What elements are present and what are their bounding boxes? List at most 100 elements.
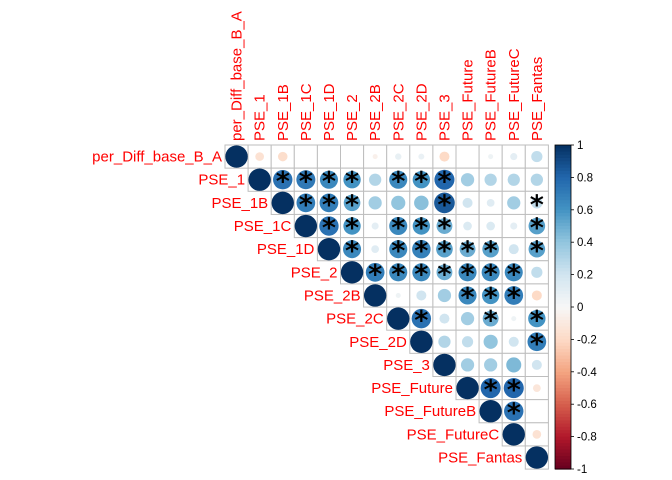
colorbar-tick-label: -0.6 bbox=[577, 399, 597, 411]
grid-cell bbox=[455, 144, 480, 169]
colorbar-segment bbox=[555, 426, 571, 431]
correlation-circle bbox=[456, 376, 479, 400]
column-labels: per_Diff_base_B_A PSE_1 PSE_1B PSE_1C PSE_1D… bbox=[229, 11, 546, 141]
colorbar-segment bbox=[555, 193, 571, 198]
significance-star: * bbox=[484, 375, 498, 406]
correlation-circle bbox=[482, 310, 499, 327]
significance-star: * bbox=[437, 167, 451, 198]
colorbar-segment bbox=[555, 310, 571, 315]
correlation-circle bbox=[508, 244, 519, 255]
correlation-circle bbox=[368, 196, 382, 210]
correlation-circle bbox=[483, 334, 498, 349]
colorbar-segment bbox=[555, 251, 571, 256]
correlation-circle bbox=[481, 263, 500, 282]
correlation-circle bbox=[507, 173, 520, 186]
colorbar-tick-label: -0.4 bbox=[577, 367, 597, 379]
colorbar-segment bbox=[555, 170, 571, 175]
significance-star: * bbox=[345, 213, 359, 244]
column-label: PSE_1C bbox=[298, 83, 315, 141]
significance-star: * bbox=[368, 259, 382, 290]
colorbar-segment bbox=[555, 229, 571, 234]
correlation-circle bbox=[532, 384, 541, 392]
correlation-circle bbox=[480, 378, 501, 399]
correlation-circle bbox=[532, 430, 542, 439]
colorbar-tick-label: 0.6 bbox=[577, 205, 593, 217]
correlation-circle bbox=[436, 240, 453, 258]
correlation-circle bbox=[531, 197, 543, 209]
significance-star: * bbox=[391, 259, 405, 290]
correlation-circle bbox=[416, 290, 427, 301]
correlation-circle bbox=[371, 245, 380, 254]
colorbar-segment bbox=[555, 190, 571, 195]
colorbar-segment bbox=[555, 154, 571, 159]
colorbar-segment bbox=[555, 268, 571, 272]
column-label: PSE_2C bbox=[390, 83, 407, 141]
colorbar-segment bbox=[555, 216, 571, 221]
colorbar-segment bbox=[555, 465, 571, 470]
correlation-circle bbox=[340, 261, 364, 284]
correlation-circle bbox=[504, 263, 523, 282]
correlation-circle bbox=[486, 221, 495, 231]
colorbar-segment bbox=[555, 339, 571, 344]
significance-star: * bbox=[414, 213, 428, 244]
correlation-circle bbox=[479, 400, 502, 423]
colorbar-segment bbox=[555, 349, 571, 353]
colorbar-segment bbox=[555, 145, 571, 149]
correlation-circle bbox=[484, 358, 498, 372]
column-label: PSE_1B bbox=[275, 84, 292, 141]
correlation-circle bbox=[418, 153, 425, 160]
column-label: PSE_2 bbox=[344, 94, 361, 141]
significance-star: * bbox=[391, 167, 405, 198]
colorbar-segment bbox=[555, 397, 571, 402]
colorbar-segment bbox=[555, 209, 571, 214]
correlation-circle bbox=[343, 240, 362, 259]
column-label: per_Diff_base_B_A bbox=[229, 11, 246, 141]
colorbar-segment bbox=[555, 430, 571, 434]
correlation-circle bbox=[438, 335, 451, 348]
significance-star: * bbox=[391, 236, 405, 267]
correlation-circle bbox=[458, 286, 477, 305]
significance-star: * bbox=[530, 329, 544, 360]
correlation-circle bbox=[531, 150, 543, 163]
colorbar-tick-label: 1 bbox=[577, 140, 583, 152]
correlation-circle bbox=[412, 171, 431, 189]
correlation-circle bbox=[319, 170, 338, 189]
correlation-circle bbox=[439, 151, 450, 162]
correlation-circle bbox=[410, 330, 433, 353]
row-label: PSE_2C bbox=[326, 311, 384, 328]
correlation-circle bbox=[504, 286, 524, 305]
row-label: PSE_2 bbox=[291, 264, 338, 281]
correlation-circle bbox=[458, 263, 477, 282]
colorbar: 1 0.8 0.6 0.4 0.2 0 -0.2 -0.4 -0.6 -0.8 -1 bbox=[554, 140, 597, 476]
correlation-circle bbox=[502, 423, 525, 446]
colorbar-segment bbox=[555, 352, 571, 357]
correlation-circle bbox=[531, 266, 543, 278]
correlation-circle bbox=[387, 307, 410, 330]
grid-cell bbox=[340, 144, 365, 169]
correlation-circle bbox=[484, 173, 497, 186]
colorbar-segment bbox=[555, 362, 571, 366]
significance-star: * bbox=[507, 282, 521, 313]
colorbar-segment bbox=[555, 326, 571, 331]
significance-markers: * * * * * * ** * * * ** * * * * ** * * * * * ** * * * * * ** * ** * ***… bbox=[276, 167, 544, 430]
row-label: PSE_1D bbox=[257, 241, 315, 258]
colorbar-segment bbox=[555, 365, 571, 370]
colorbar-tick-label: 0 bbox=[577, 302, 583, 314]
significance-star: * bbox=[345, 167, 359, 198]
correlation-circle bbox=[389, 263, 408, 282]
colorbar-segment bbox=[555, 232, 571, 237]
correlation-circle bbox=[255, 152, 264, 161]
row-labels: per_Diff_base_B_A PSE_1 PSE_1B PSE_1C PSE_1D… bbox=[92, 149, 522, 467]
significance-star: * bbox=[484, 259, 498, 290]
colorbar-segment bbox=[555, 443, 571, 447]
correlation-circle bbox=[508, 336, 519, 347]
column-label: PSE_3 bbox=[436, 94, 453, 141]
colorbar-segment bbox=[555, 417, 571, 421]
row-label: PSE_FutureB bbox=[384, 403, 476, 420]
correlation-circle bbox=[436, 218, 453, 234]
colorbar-segment bbox=[555, 290, 571, 295]
colorbar-segment bbox=[555, 177, 571, 182]
colorbar-segment bbox=[555, 456, 571, 460]
correlation-circle bbox=[531, 290, 542, 301]
colorbar-tick-label: 0.4 bbox=[577, 237, 594, 249]
